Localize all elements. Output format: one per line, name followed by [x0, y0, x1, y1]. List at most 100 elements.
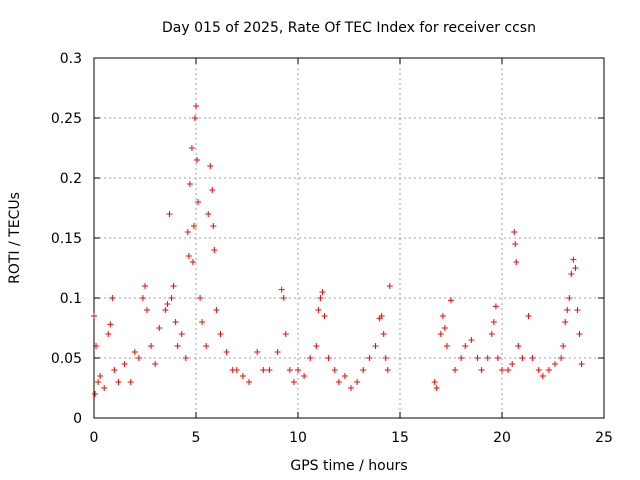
- data-point: [107, 321, 114, 328]
- data-point: [515, 343, 522, 349]
- x-tick-label: 10: [289, 430, 307, 446]
- data-point: [325, 355, 332, 361]
- data-point: [321, 313, 328, 319]
- data-point: [509, 361, 516, 367]
- data-point: [458, 355, 465, 361]
- data-point: [331, 367, 338, 373]
- data-point: [452, 367, 459, 373]
- data-point: [490, 319, 497, 325]
- data-point: [101, 385, 108, 391]
- data-point: [384, 367, 391, 373]
- data-point: [301, 373, 308, 379]
- data-point: [562, 319, 569, 325]
- data-point: [162, 307, 169, 313]
- data-point: [341, 373, 348, 379]
- data-point: [131, 349, 138, 355]
- data-point: [282, 331, 289, 337]
- data-point: [366, 355, 373, 361]
- data-point: [91, 313, 97, 319]
- x-axis: 0 5 10 15 20 25: [90, 58, 613, 446]
- x-tick-label: 20: [493, 430, 511, 446]
- data-point: [513, 259, 520, 265]
- data-point: [139, 295, 146, 301]
- data-point: [260, 367, 267, 373]
- x-tick-label: 15: [391, 430, 409, 446]
- data-point: [115, 379, 122, 385]
- data-point: [191, 115, 198, 121]
- data-point: [295, 367, 301, 373]
- grid: [94, 58, 604, 418]
- x-axis-label: GPS time / hours: [290, 458, 407, 474]
- data-point: [462, 343, 469, 349]
- data-point: [448, 297, 454, 304]
- data-point: [254, 349, 261, 355]
- data-point: [178, 331, 185, 337]
- data-point: [166, 211, 173, 217]
- y-tick-label: 0.1: [60, 291, 82, 307]
- data-point: [211, 247, 218, 253]
- data-point: [519, 355, 526, 361]
- x-tick-label: 0: [90, 430, 99, 446]
- data-point: [535, 367, 542, 373]
- data-point: [195, 199, 202, 205]
- data-point: [348, 385, 355, 391]
- data-point: [135, 355, 142, 361]
- data-point: [109, 295, 116, 301]
- data-point: [572, 265, 579, 271]
- data-point: [499, 367, 505, 373]
- data-point: [439, 313, 446, 319]
- data-point: [194, 157, 201, 163]
- data-point: [307, 355, 314, 361]
- data-point: [142, 283, 148, 289]
- data-point: [182, 355, 189, 361]
- y-tick-label: 0.15: [51, 231, 82, 247]
- data-point: [127, 379, 134, 385]
- data-point: [290, 379, 297, 385]
- data-point: [207, 163, 214, 169]
- y-tick-label: 0.25: [51, 111, 82, 127]
- data-point: [566, 295, 573, 301]
- x-tick-label: 25: [595, 430, 613, 446]
- data-point: [286, 367, 293, 373]
- data-point: [144, 307, 151, 313]
- data-point: [319, 289, 326, 295]
- data-point: [511, 229, 518, 235]
- data-point: [441, 325, 448, 331]
- data-point: [188, 145, 195, 151]
- y-tick-label: 0.2: [60, 171, 82, 187]
- data-point: [512, 241, 519, 247]
- data-point: [186, 181, 193, 187]
- data-point: [558, 355, 565, 361]
- data-point: [97, 373, 104, 379]
- data-point: [335, 379, 342, 385]
- data-point: [494, 355, 501, 361]
- data-point: [199, 319, 206, 325]
- data-point: [492, 303, 499, 310]
- data-point: [156, 325, 163, 331]
- data-point: [203, 343, 210, 349]
- data-point: [164, 301, 171, 307]
- data-point: [93, 343, 100, 349]
- data-point: [105, 331, 112, 337]
- data-point: [278, 286, 285, 293]
- data-point: [213, 307, 220, 313]
- data-point: [529, 355, 536, 361]
- data-point: [478, 367, 485, 373]
- data-point: [209, 187, 216, 193]
- data-point: [380, 331, 387, 337]
- data-point: [539, 373, 546, 379]
- data-point: [484, 355, 491, 361]
- data-point: [431, 379, 438, 385]
- data-point: [168, 295, 175, 301]
- y-tick-label: 0.05: [51, 351, 82, 367]
- data-point: [505, 367, 512, 373]
- data-point: [210, 223, 217, 229]
- data-point: [92, 391, 99, 397]
- data-point: [185, 253, 192, 259]
- data-point: [174, 343, 181, 349]
- y-axis-label: ROTI / TECUs: [7, 192, 23, 284]
- y-tick-label: 0.3: [60, 51, 82, 67]
- data-point: [578, 361, 585, 367]
- data-point: [239, 373, 246, 379]
